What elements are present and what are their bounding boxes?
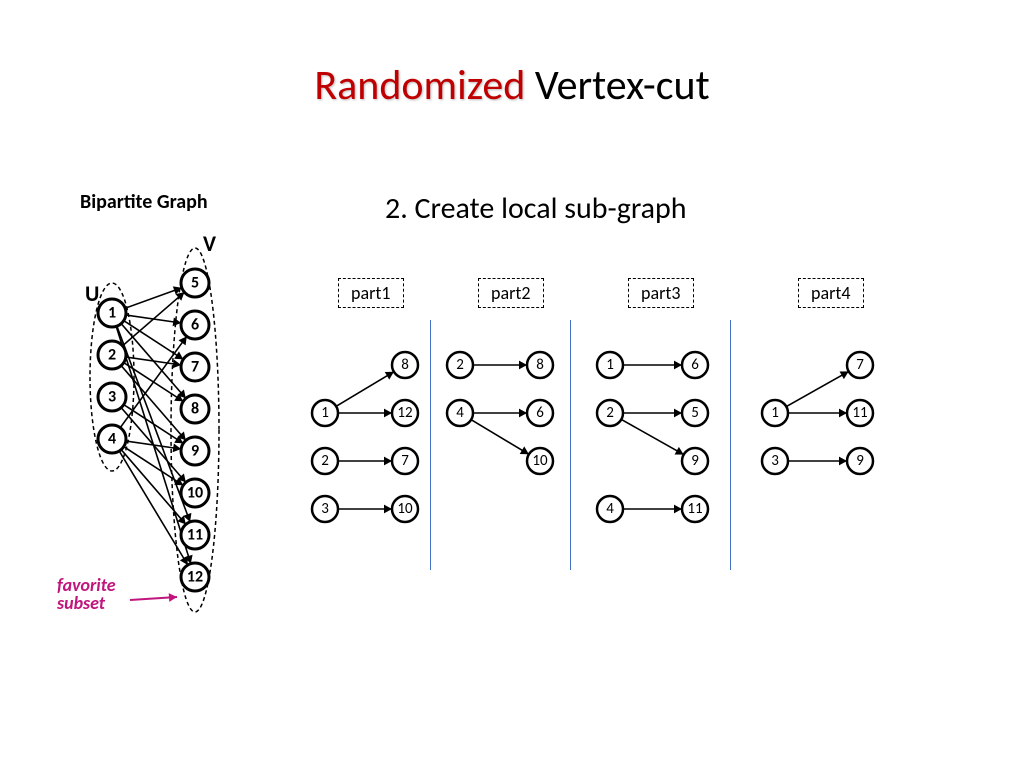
svg-text:9: 9: [856, 452, 864, 470]
svg-text:1: 1: [771, 404, 779, 422]
svg-text:4: 4: [456, 404, 464, 422]
svg-text:1: 1: [321, 404, 329, 422]
svg-text:10: 10: [397, 500, 413, 518]
svg-text:8: 8: [401, 356, 409, 374]
svg-text:1: 1: [606, 356, 614, 374]
svg-text:6: 6: [536, 404, 544, 422]
svg-text:11: 11: [687, 500, 702, 518]
svg-text:3: 3: [771, 452, 779, 470]
svg-text:7: 7: [401, 452, 409, 470]
svg-text:3: 3: [321, 500, 329, 518]
svg-text:7: 7: [856, 356, 864, 374]
svg-text:8: 8: [536, 356, 544, 374]
svg-text:2: 2: [456, 356, 464, 374]
svg-text:4: 4: [606, 500, 614, 518]
svg-text:11: 11: [852, 404, 867, 422]
svg-text:2: 2: [321, 452, 329, 470]
svg-text:12: 12: [397, 404, 412, 422]
svg-text:2: 2: [606, 404, 614, 422]
svg-text:9: 9: [691, 452, 699, 470]
svg-text:5: 5: [691, 404, 699, 422]
svg-text:6: 6: [691, 356, 699, 374]
svg-text:10: 10: [532, 452, 548, 470]
subgraphs-svg: 81122731028461016259411711139: [0, 0, 1024, 768]
